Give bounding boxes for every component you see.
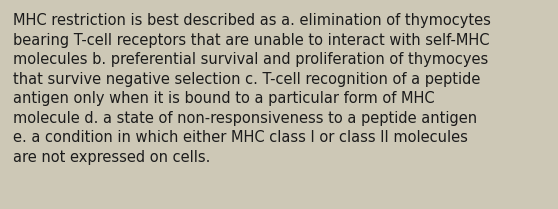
- Text: MHC restriction is best described as a. elimination of thymocytes
bearing T-cell: MHC restriction is best described as a. …: [13, 13, 491, 165]
